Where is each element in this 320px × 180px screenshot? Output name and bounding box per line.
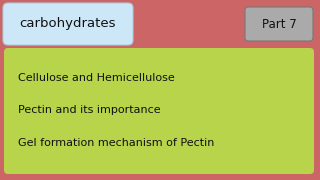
FancyBboxPatch shape: [3, 3, 133, 45]
Text: carbohydrates: carbohydrates: [20, 17, 116, 30]
Text: Cellulose and Hemicellulose: Cellulose and Hemicellulose: [18, 73, 175, 83]
Text: Pectin and its importance: Pectin and its importance: [18, 105, 161, 115]
Text: Gel formation mechanism of Pectin: Gel formation mechanism of Pectin: [18, 138, 214, 148]
FancyBboxPatch shape: [4, 48, 314, 174]
FancyBboxPatch shape: [245, 7, 313, 41]
Text: Part 7: Part 7: [262, 17, 296, 30]
